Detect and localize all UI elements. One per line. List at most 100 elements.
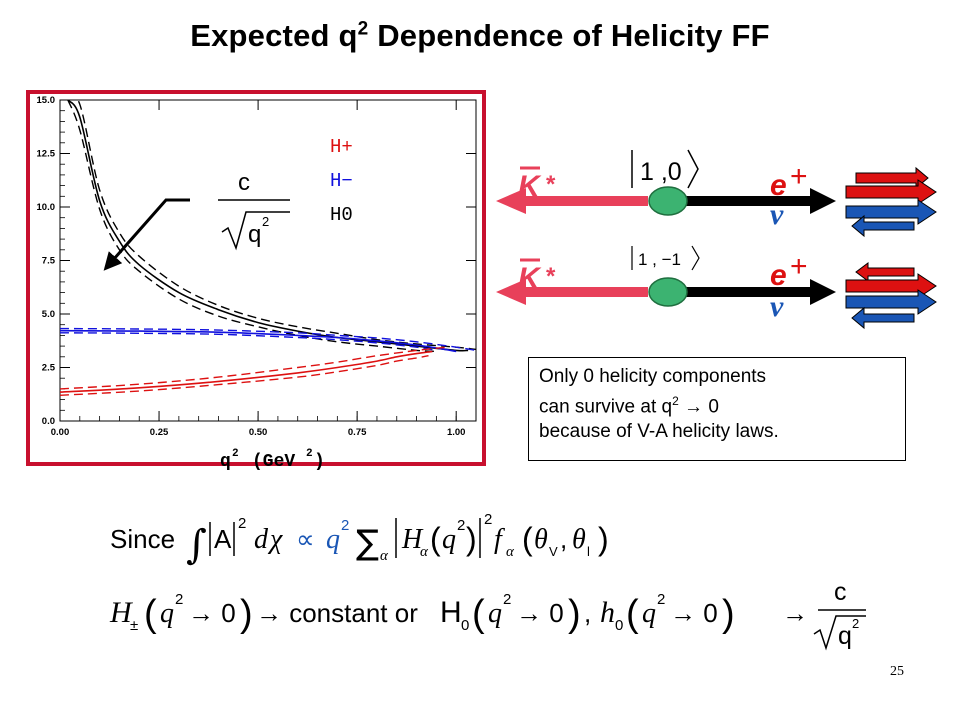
eq1-sup2-b: 2 bbox=[484, 511, 492, 528]
spin-arrow-red-big-top bbox=[845, 179, 937, 205]
vertex-blob-bottom bbox=[648, 277, 688, 307]
x-axis-label-q: q bbox=[220, 452, 231, 472]
eq1-sum-alpha: α bbox=[380, 548, 389, 564]
eq1-sum: ∑ bbox=[356, 523, 379, 563]
eq2-q1: q bbox=[160, 598, 174, 629]
annotation-pointer-arrow bbox=[103, 198, 190, 271]
curve-hplus-up bbox=[60, 346, 449, 390]
page-number: 25 bbox=[890, 664, 904, 679]
lepton-arrow-top bbox=[686, 188, 836, 214]
lepton-arrow-bottom bbox=[686, 279, 836, 305]
eq1-sub-v: V bbox=[549, 544, 558, 559]
eq1-f-alpha: α bbox=[506, 544, 515, 560]
positron-charge-top: + bbox=[790, 160, 808, 193]
eq1-comma: , bbox=[560, 524, 567, 554]
annotation-radicand: q bbox=[248, 221, 261, 248]
eq1-q: q bbox=[326, 524, 340, 555]
curve-h0-up bbox=[67, 100, 476, 350]
x-axis-label: q 2 (GeV 2 ) bbox=[220, 448, 325, 472]
eq1-H: H bbox=[401, 524, 424, 555]
neutrino-label-bottom: ν bbox=[770, 290, 784, 323]
x-axis-label-sup: 2 bbox=[232, 448, 239, 460]
curve-hplus-dn bbox=[60, 355, 429, 396]
eq2-arrow-zero3: → 0 bbox=[670, 598, 718, 628]
title-text: Expected q bbox=[190, 18, 358, 53]
eq2-final-arrow: → bbox=[782, 598, 808, 628]
eq2-rparen1: ) bbox=[240, 593, 253, 635]
eq1-since: Since bbox=[110, 524, 175, 554]
positron-label-bottom: e bbox=[770, 259, 787, 292]
legend-entry-h0: H0 bbox=[330, 204, 353, 226]
x-tick-label: 0.50 bbox=[249, 427, 268, 438]
eq2-constant-or: → constant or bbox=[256, 598, 418, 628]
x-axis-label-units: (GeV bbox=[252, 452, 295, 472]
y-tick-label: 5.0 bbox=[42, 309, 55, 320]
eq1-integral: ∫ bbox=[186, 522, 207, 568]
eq1-f: f bbox=[494, 524, 505, 555]
y-tick-label: 0.0 bbox=[42, 416, 55, 427]
eq1-sub-l: l bbox=[587, 544, 590, 559]
note-line-2: can survive at q2 → 0 bbox=[539, 389, 905, 419]
eq1-q-inner-sup: 2 bbox=[457, 517, 465, 534]
spin-arrow-blue-left-top bbox=[851, 214, 915, 238]
curve-group bbox=[60, 100, 476, 396]
eq2-Hpm: H bbox=[109, 596, 134, 629]
eq2-arrow-zero2: → 0 bbox=[516, 598, 564, 628]
c-over-sqrt-q2-annotation: c q 2 bbox=[103, 169, 290, 271]
eq2-q2-sup: 2 bbox=[503, 591, 511, 608]
eq2-radicand: q bbox=[838, 622, 852, 650]
kbar-star-top: * bbox=[546, 171, 556, 198]
note-line-2-text: can survive at q bbox=[539, 396, 673, 418]
eq2-c: c bbox=[834, 578, 847, 606]
eq1-H-alpha: α bbox=[420, 544, 429, 560]
eq1-sup2-a: 2 bbox=[238, 515, 246, 532]
kbar-arrow-top bbox=[496, 188, 648, 214]
vertex-blob-top bbox=[648, 186, 688, 216]
eq1-theta-v: θ bbox=[534, 524, 548, 555]
state-label-bottom: 1 , −1 bbox=[638, 250, 681, 269]
eq2-h0-sub: 0 bbox=[615, 617, 623, 634]
note-line-2-sup: 2 bbox=[672, 394, 679, 408]
spin-arrow-red-left-bottom bbox=[855, 262, 915, 282]
note-line-3: because of V-A helicity laws. bbox=[539, 421, 779, 443]
eq2-radicand-sup: 2 bbox=[852, 616, 859, 631]
x-tick-label: 0.25 bbox=[150, 427, 169, 438]
eq2-lparen2: ( bbox=[472, 593, 485, 635]
note-line-2-arrow: → 0 bbox=[678, 396, 719, 418]
y-tick-label: 12.5 bbox=[37, 149, 56, 160]
note-line-1: Only 0 helicity components bbox=[539, 366, 767, 387]
eq1-rparen: ) bbox=[466, 521, 477, 557]
curve-hplus bbox=[60, 350, 433, 393]
spin-arrow-red-big-bottom bbox=[845, 273, 937, 299]
spin-arrow-blue-left-bottom bbox=[851, 306, 915, 330]
eq1-lparen: ( bbox=[430, 521, 441, 557]
y-tick-label: 7.5 bbox=[42, 256, 56, 267]
eq2-rparen2: ) bbox=[568, 593, 581, 635]
positron-charge-bottom: + bbox=[790, 250, 808, 283]
legend-entry-hplus: H+ bbox=[330, 136, 353, 158]
eq1-A: A bbox=[214, 524, 232, 554]
x-axis-label-close: ) bbox=[314, 452, 325, 472]
equation-since: Since ∫ A 2 d χ ∝ q 2 ∑ α H α ( q 2 ) 2 … bbox=[110, 511, 609, 568]
annotation-radicand-sup: 2 bbox=[262, 214, 269, 229]
eq2-comma: , bbox=[584, 598, 591, 628]
positron-label-top: e bbox=[770, 169, 787, 202]
curve-hminus-up bbox=[60, 327, 476, 352]
plot-frame bbox=[26, 90, 486, 466]
tick-group: 0.00 0.25 0.50 0.75 1.00 0.0 2.5 5.0 7.5 10.0 12.5… bbox=[37, 95, 476, 438]
state-ket-top: 1 ,0 bbox=[631, 149, 699, 189]
spin-arrows-bottom bbox=[845, 262, 937, 330]
helicity-diagram-bottom: 1 , −1 K * e + ν bbox=[496, 245, 937, 330]
x-tick-label: 1.00 bbox=[447, 427, 466, 438]
kbar-arrow-bottom bbox=[496, 279, 648, 305]
eq1-q-inner: q bbox=[442, 524, 456, 555]
eq2-q2: q bbox=[488, 598, 502, 629]
eq1-lparen2: ( bbox=[522, 521, 533, 557]
spin-arrow-blue-big-top bbox=[845, 199, 937, 225]
eq2-arrow-zero1: → 0 bbox=[188, 598, 236, 628]
y-tick-label: 2.5 bbox=[42, 363, 56, 374]
annotation-numerator: c bbox=[238, 169, 250, 196]
eq1-q-sup: 2 bbox=[341, 517, 349, 534]
state-label-top: 1 ,0 bbox=[640, 158, 682, 186]
eq1-theta-l: θ bbox=[572, 524, 586, 555]
